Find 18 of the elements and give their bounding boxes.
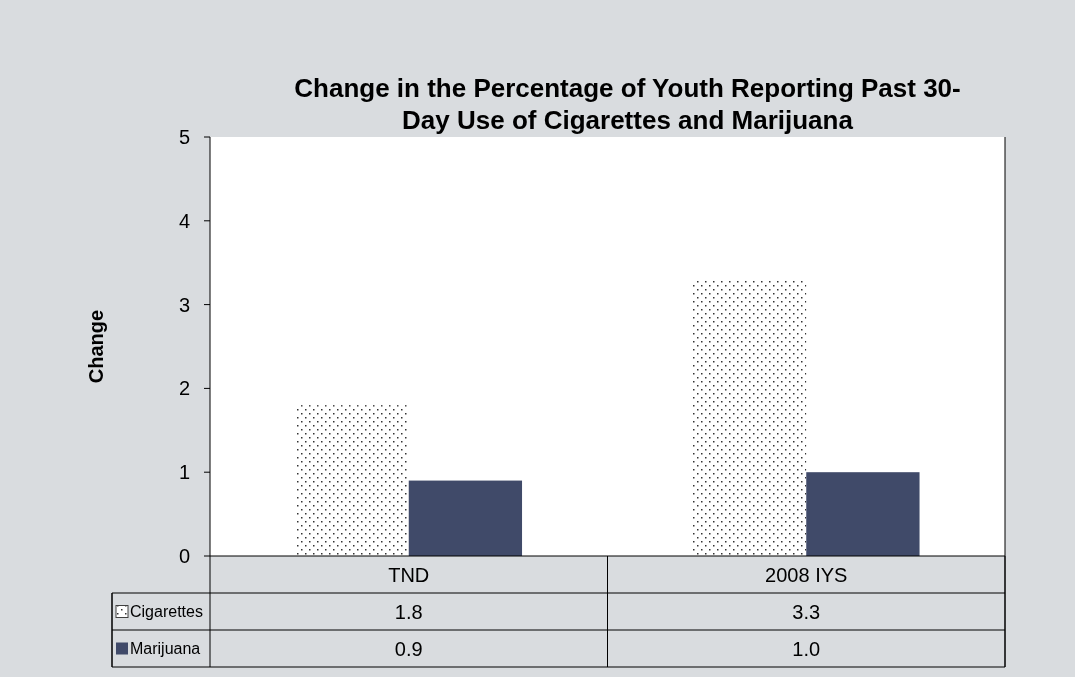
x-tick-label: 2008 IYS (765, 563, 848, 586)
bar (806, 472, 920, 556)
data-label: 1.0 (792, 637, 821, 660)
y-axis-title: Change (85, 309, 107, 384)
y-tick-label: 0 (178, 545, 190, 567)
chart-title: Change in the Percentage of Youth Reporting Past 30-Day Use of Cigarettes and Marijuana (294, 73, 961, 135)
y-tick-label: 4 (178, 209, 190, 232)
y-tick-label: 2 (178, 377, 190, 400)
y-tick-label: 1 (178, 461, 190, 484)
legend-label: Marijuana (130, 640, 201, 658)
data-label: 3.3 (792, 600, 821, 623)
bar (408, 480, 523, 556)
data-label: 1.8 (394, 600, 423, 623)
data-label: 0.9 (394, 637, 423, 660)
y-tick-label: 3 (178, 293, 190, 316)
x-tick-label: TND (388, 563, 430, 586)
legend-label: Cigarettes (130, 603, 203, 621)
y-tick-label: 5 (178, 126, 190, 148)
